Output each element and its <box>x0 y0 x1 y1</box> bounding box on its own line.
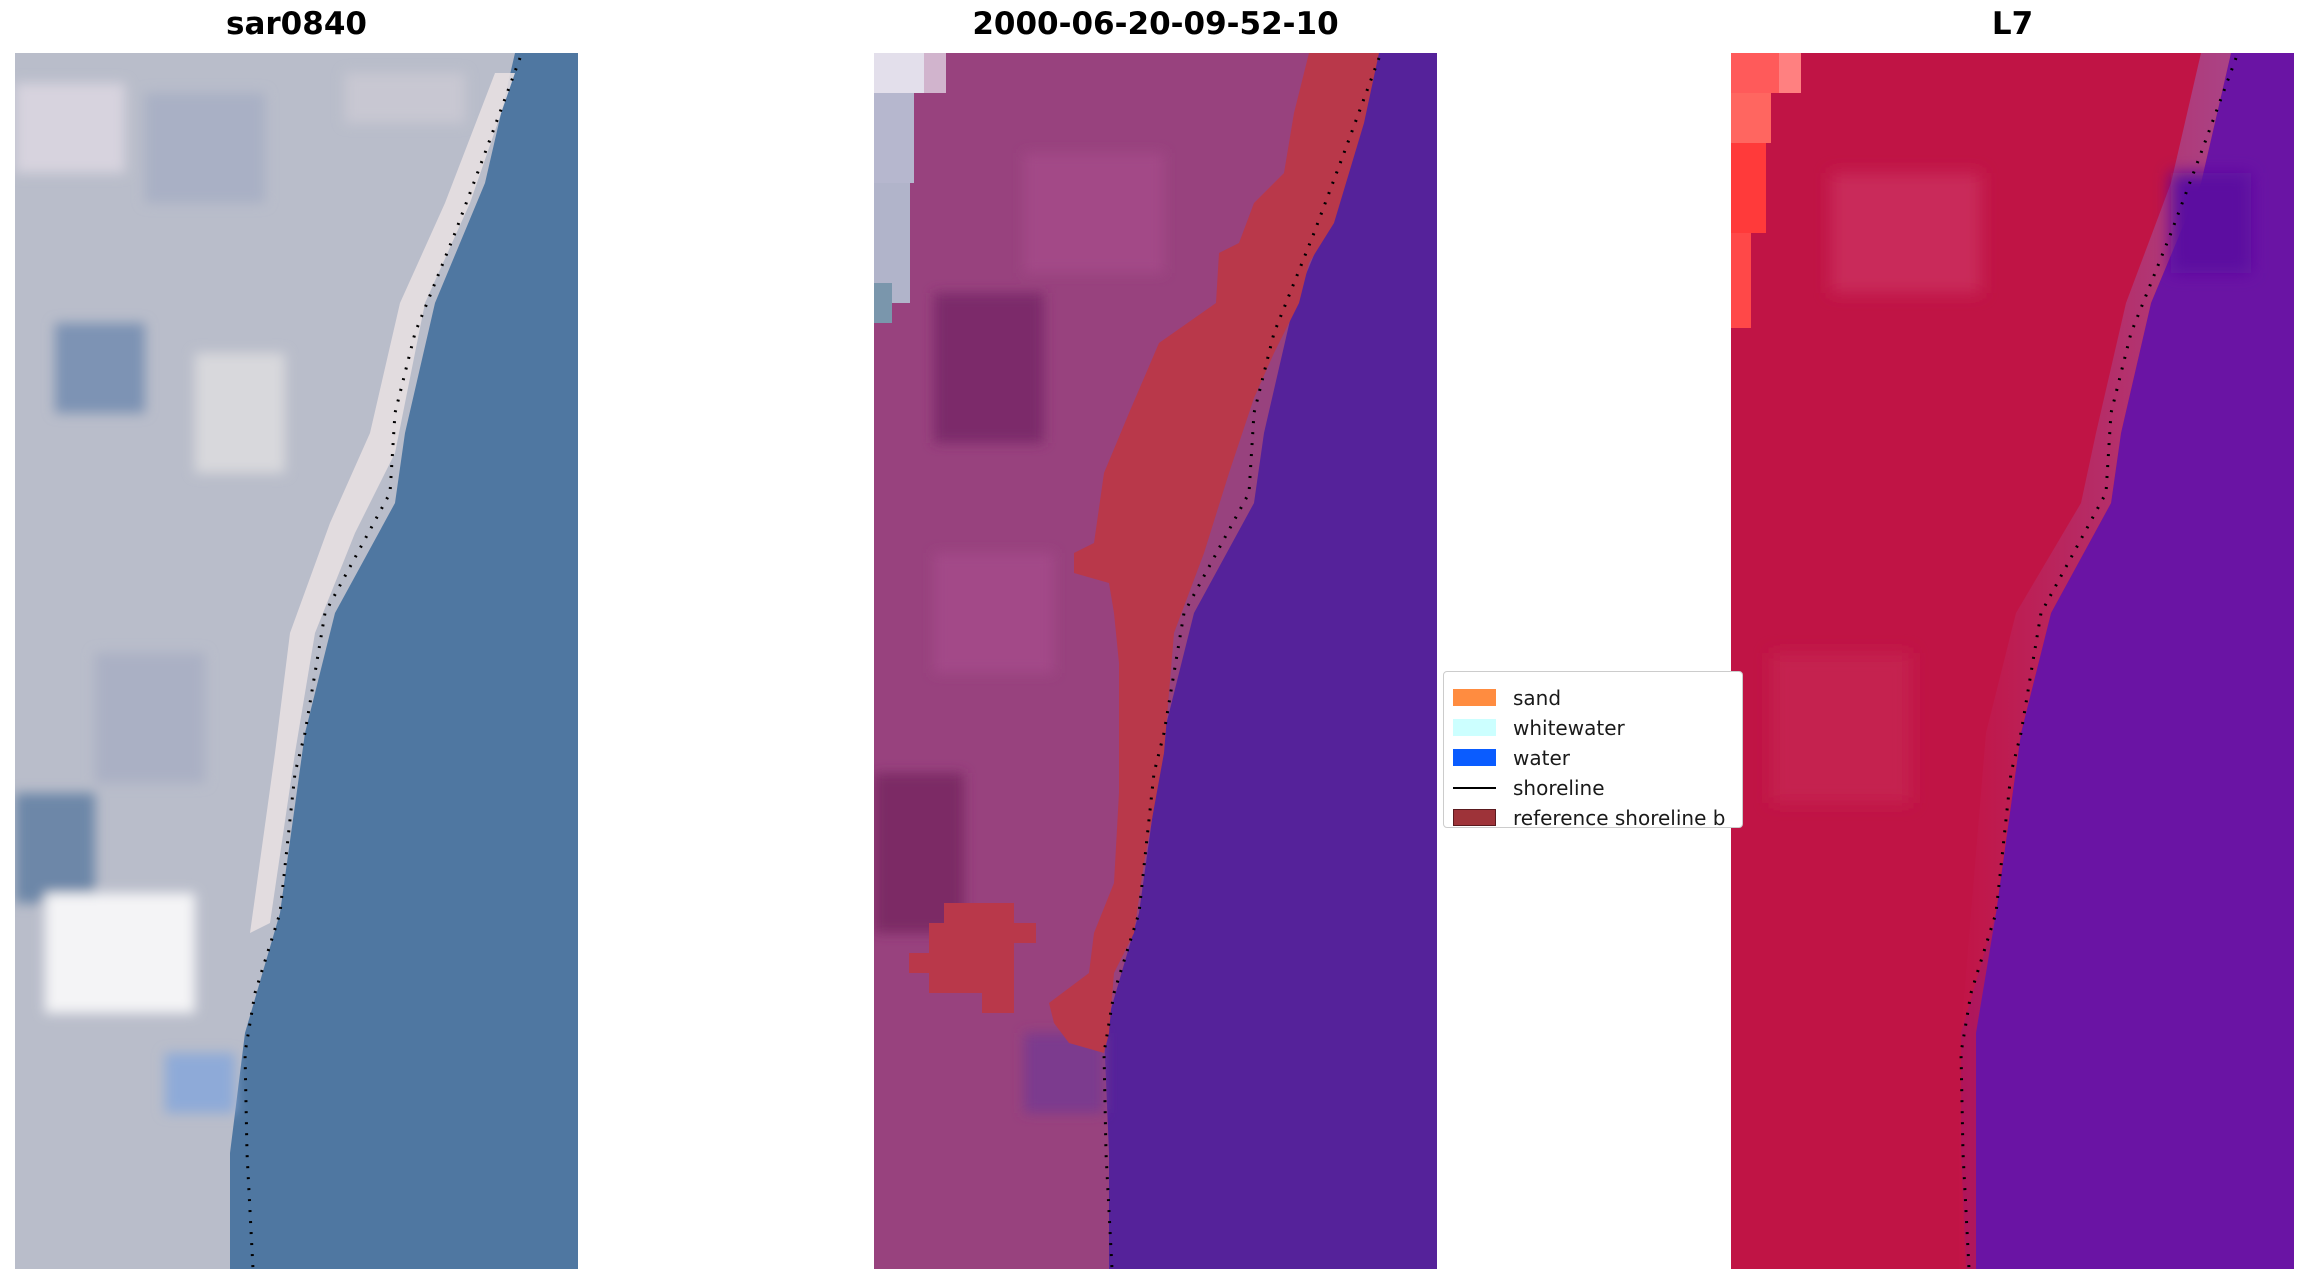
legend-label: whitewater <box>1513 716 1625 740</box>
legend-label: shoreline <box>1513 776 1605 800</box>
legend-label: sand <box>1513 686 1562 710</box>
panel-title-classified: 2000-06-20-09-52-10 <box>972 6 1339 42</box>
panel-title-rgb: sar0840 <box>226 6 367 42</box>
classified-satellite-image <box>874 53 1437 1269</box>
legend-swatch-whitewater <box>1453 719 1496 736</box>
legend-swatch-shoreline <box>1453 787 1496 789</box>
legend-swatch-sand <box>1453 689 1496 706</box>
legend-label: water <box>1513 746 1570 770</box>
classified-image-panel <box>874 53 1437 1269</box>
index-satellite-image <box>1731 53 2294 1269</box>
legend: sand whitewater water shoreline referenc… <box>1443 671 1743 828</box>
reference-shoreline-buffer <box>1049 53 1379 1053</box>
legend-label: reference shoreline b <box>1513 806 1726 828</box>
rgb-image-panel <box>15 53 578 1269</box>
legend-swatch-reference-buffer <box>1453 809 1496 826</box>
index-image-panel <box>1731 53 2294 1269</box>
legend-swatch-water <box>1453 749 1496 766</box>
rgb-satellite-image <box>15 53 578 1269</box>
panel-title-ndwi: L7 <box>1991 6 2034 42</box>
